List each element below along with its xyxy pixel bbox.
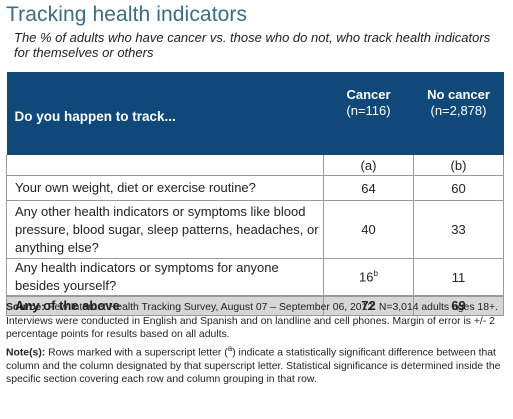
total-value-b: 69: [413, 295, 504, 316]
row-label: Any other health indicators or symptoms …: [6, 200, 324, 259]
data-table: Do you happen to track... Cancer (n=116)…: [6, 72, 504, 316]
row-value-a-cell: 16b: [323, 258, 414, 296]
column-header-no-cancer: No cancer (n=2,878): [414, 72, 504, 155]
column-name: Cancer: [346, 87, 391, 102]
row-value-a: 40: [323, 200, 414, 259]
page-title: Tracking health indicators: [6, 3, 248, 26]
table-header-row: Do you happen to track... Cancer (n=116)…: [6, 72, 504, 155]
column-letter-row: (a) (b): [6, 155, 504, 176]
column-letter-a: (a): [323, 155, 414, 176]
row-label: Your own weight, diet or exercise routin…: [6, 175, 324, 201]
source-line: Source: Pew Internet Health Tracking Sur…: [6, 301, 503, 342]
notes-text-2: ) indicate a statistically significant d…: [6, 347, 501, 386]
total-label: Any of the above: [6, 295, 324, 316]
row-value-a: 16: [359, 269, 374, 285]
row-label: Any health indicators or symptoms for an…: [6, 258, 324, 296]
row-value-b: 60: [413, 175, 504, 201]
source-label: Source:: [6, 302, 45, 313]
column-header-cancer: Cancer (n=116): [324, 72, 414, 155]
notes-text-1: Rows marked with a superscript letter (: [45, 347, 228, 359]
notes-label: Note(s):: [6, 347, 46, 359]
source-notes: Source: Pew Internet Health Tracking Sur…: [6, 296, 503, 387]
column-n: (n=116): [346, 103, 391, 118]
notes-line: Note(s): Rows marked with a superscript …: [6, 342, 503, 387]
column-letter-b: (b): [413, 155, 504, 176]
row-value-a: 64: [323, 175, 414, 201]
subtitle: The % of adults who have cancer vs. thos…: [14, 30, 491, 60]
row-value-b: 33: [413, 200, 504, 259]
table-row: Any other health indicators or symptoms …: [6, 200, 504, 259]
table-row: Any health indicators or symptoms for an…: [6, 258, 504, 296]
total-row: Any of the above 72 69: [6, 295, 504, 316]
column-name: No cancer: [427, 87, 490, 102]
row-value-b: 11: [413, 258, 504, 296]
column-n: (n=2,878): [430, 103, 487, 118]
table-row: Your own weight, diet or exercise routin…: [6, 175, 504, 201]
source-text: Pew Internet Health Tracking Survey, Aug…: [6, 302, 498, 341]
significance-superscript: b: [373, 269, 378, 279]
total-value-a: 72: [323, 295, 414, 316]
notes-superscript: a: [227, 343, 233, 353]
question-header: Do you happen to track...: [14, 109, 176, 124]
